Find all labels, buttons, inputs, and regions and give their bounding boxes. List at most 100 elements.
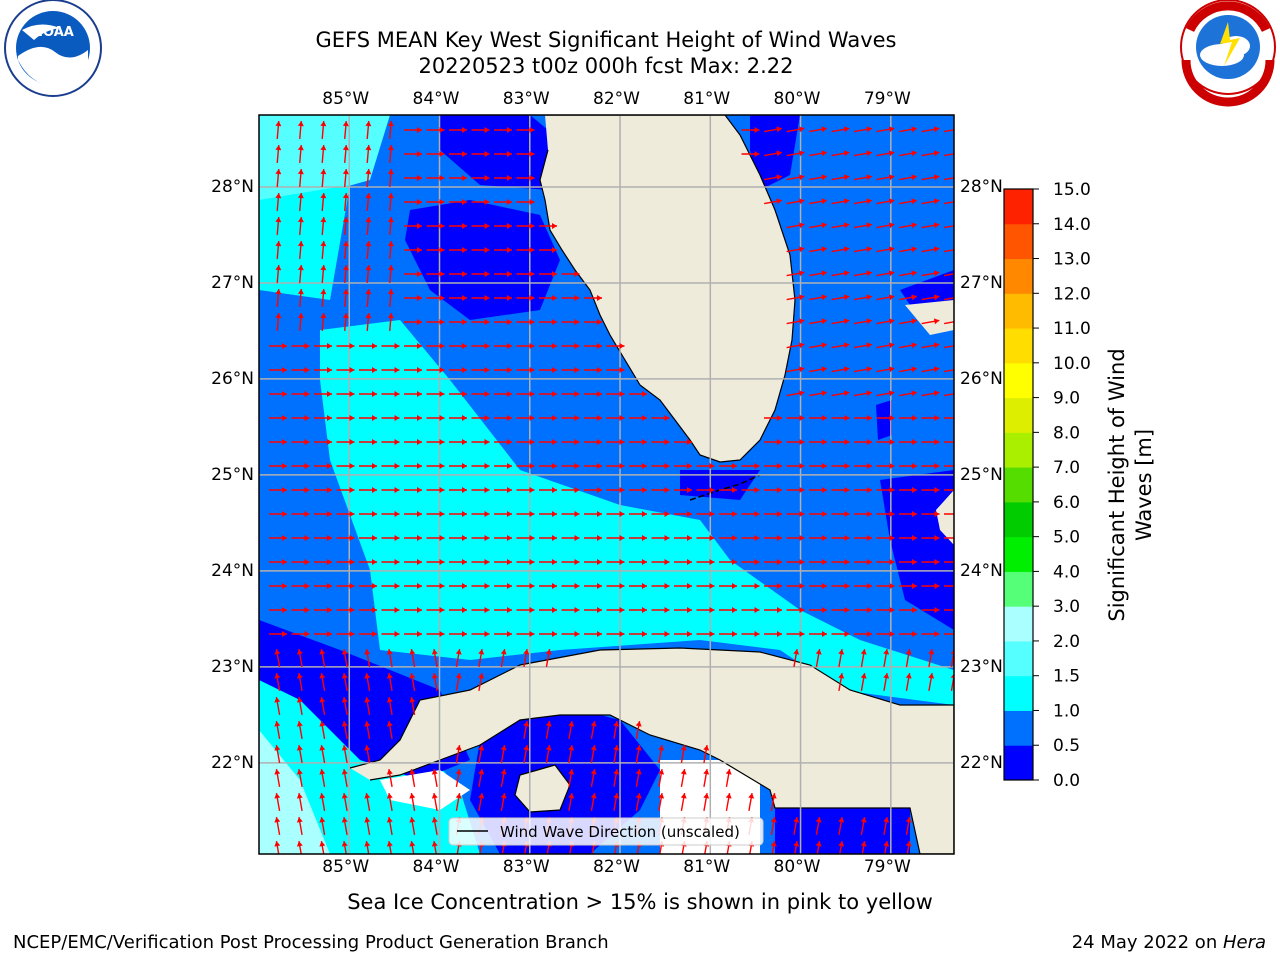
wave-direction-arrow	[786, 535, 805, 541]
wave-direction-arrow	[809, 583, 827, 589]
colorbar-segment	[1004, 362, 1033, 399]
wave-direction-arrow	[471, 415, 490, 421]
wave-direction-arrow	[944, 513, 954, 515]
wave-direction-arrow	[386, 817, 393, 835]
wave-direction-arrow	[342, 192, 349, 212]
colorbar-tick-label: 14.0	[1053, 215, 1091, 235]
wave-direction-arrow	[613, 769, 620, 787]
wave-direction-arrow	[809, 535, 827, 541]
wave-direction-arrow	[539, 463, 557, 469]
colorbar-segment	[1004, 710, 1033, 746]
wave-direction-arrow	[291, 583, 310, 589]
wave-direction-arrow	[876, 607, 895, 613]
wave-direction-arrow	[478, 793, 485, 811]
wave-direction-arrow	[341, 793, 348, 811]
wave-direction-arrow	[494, 247, 512, 253]
lat-tick-label-left: 27°N	[211, 272, 254, 293]
wave-direction-arrow	[296, 697, 303, 715]
wave-direction-arrow	[478, 649, 485, 667]
coastline-florida	[539, 115, 796, 463]
colorbar-segment	[1004, 640, 1033, 677]
colorbar: 0.0 0.5 1.0 1.5 2.0 3.0 4.0 5.0 6.0 7.0 8.0 9.0 10.0…	[1003, 180, 1091, 791]
wave-direction-arrow	[539, 391, 557, 397]
wave-direction-arrow	[590, 769, 597, 787]
wave-direction-arrow	[651, 583, 670, 589]
colorbar-tick-label: 7.0	[1053, 458, 1080, 478]
wave-direction-arrow	[471, 511, 490, 517]
wave-direction-arrow	[297, 240, 304, 260]
wave-direction-arrow	[876, 559, 895, 565]
wave-direction-arrow	[426, 367, 445, 373]
wave-direction-arrow	[449, 559, 467, 565]
wave-direction-arrow	[606, 583, 625, 589]
wave-direction-arrow	[471, 607, 490, 613]
wave-direction-arrow	[831, 174, 850, 181]
wave-direction-arrow	[944, 345, 954, 349]
wave-direction-arrow	[426, 175, 445, 181]
wave-direction-arrow	[296, 817, 303, 835]
wave-direction-arrow	[341, 841, 348, 854]
wave-direction-arrow	[741, 487, 760, 493]
wave-direction-arrow	[426, 343, 445, 349]
wave-direction-arrow	[297, 288, 304, 308]
wave-direction-arrow	[342, 216, 349, 236]
wave-direction-arrow	[426, 271, 445, 277]
wave-region-cyan-straits	[320, 320, 954, 705]
wave-direction-arrow	[606, 535, 625, 541]
wave-direction-arrow	[809, 439, 827, 445]
wave-direction-arrow	[584, 415, 602, 421]
wave-direction-arrow	[651, 607, 670, 613]
lon-tick-label-top: 83°W	[502, 89, 550, 109]
wave-direction-arrow	[341, 697, 348, 715]
wave-direction-arrow	[426, 487, 445, 493]
wave-direction-arrow	[764, 150, 782, 157]
wave-direction-arrow	[854, 126, 872, 133]
wave-direction-arrow	[336, 511, 355, 517]
wave-direction-arrow	[431, 673, 438, 691]
chart-title-line1: GEFS MEAN Key West Significant Height of…	[315, 28, 897, 52]
wave-direction-arrow	[635, 721, 642, 739]
wave-direction-arrow	[539, 631, 557, 637]
wave-direction-arrow	[944, 465, 954, 467]
wave-direction-arrow	[471, 319, 490, 325]
wave-direction-arrow	[809, 487, 827, 493]
wave-direction-arrow	[793, 841, 800, 854]
wave-direction-arrow	[426, 463, 445, 469]
wave-direction-arrow	[387, 144, 394, 164]
wave-direction-arrow	[404, 319, 422, 325]
wave-direction-arrow	[471, 247, 490, 253]
wave-direction-arrow	[568, 793, 575, 811]
wave-direction-arrow	[359, 463, 377, 469]
wave-direction-arrow	[342, 168, 349, 188]
wave-direction-arrow	[876, 463, 895, 469]
lon-tick-label-bottom: 82°W	[593, 857, 640, 877]
wave-direction-arrow	[606, 463, 625, 469]
wave-direction-arrow	[809, 559, 827, 565]
wave-direction-arrow	[809, 270, 827, 277]
wave-direction-arrow	[725, 769, 732, 787]
wave-direction-arrow	[404, 199, 422, 205]
wave-direction-arrow	[584, 631, 602, 637]
wave-direction-arrow	[883, 649, 890, 667]
wave-direction-arrow	[274, 817, 281, 835]
wave-direction-arrow	[809, 150, 827, 157]
wave-direction-arrow	[584, 439, 602, 445]
wave-direction-arrow	[831, 631, 850, 637]
wave-direction-arrow	[838, 649, 845, 667]
wave-direction-arrow	[494, 607, 512, 613]
wave-direction-arrow	[404, 607, 422, 613]
wave-direction-arrow	[471, 271, 490, 277]
wave-direction-arrow	[471, 295, 490, 301]
wave-direction-arrow	[291, 511, 310, 517]
wave-direction-arrow	[899, 535, 917, 541]
wave-direction-arrow	[516, 391, 535, 397]
colorbar-tick-label: 2.0	[1053, 632, 1080, 652]
wave-direction-arrow	[314, 535, 332, 541]
lon-tick-label-top: 82°W	[593, 89, 640, 109]
wave-direction-arrow	[364, 649, 371, 667]
colorbar-segment	[1004, 501, 1033, 538]
wave-direction-arrow	[854, 415, 872, 421]
map-area	[259, 115, 954, 854]
wave-direction-arrow	[786, 270, 805, 277]
wave-direction-arrow	[561, 295, 580, 301]
